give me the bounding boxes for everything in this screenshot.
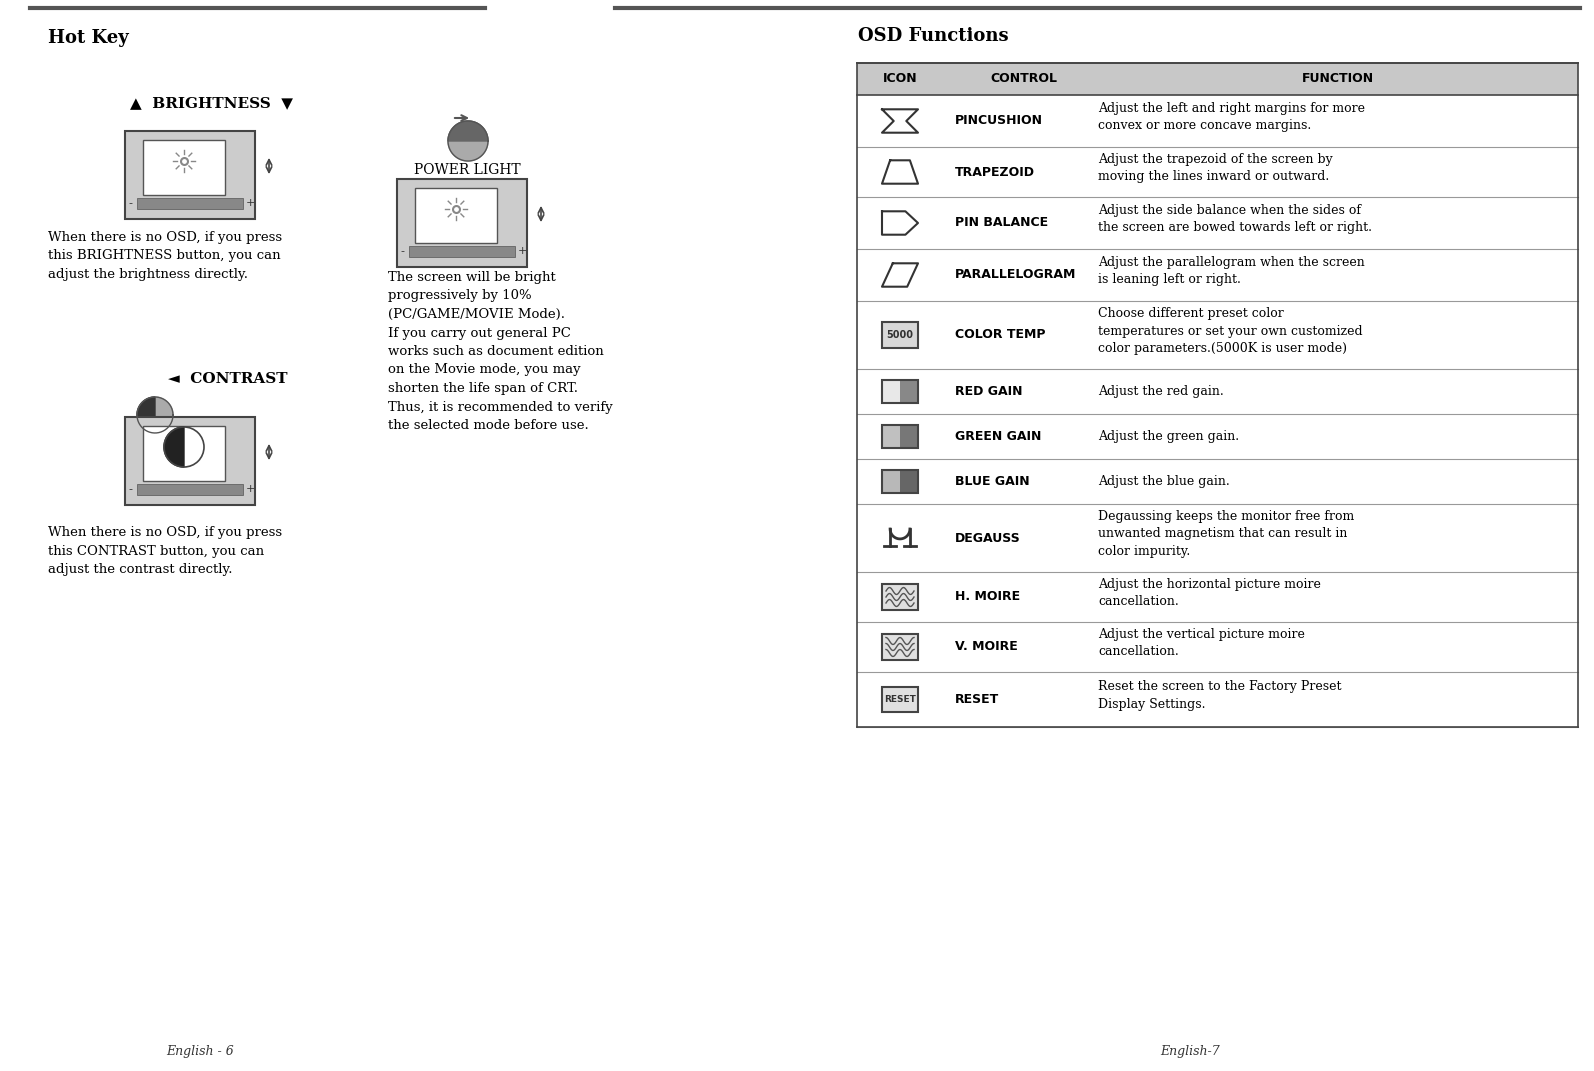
Text: Adjust the blue gain.: Adjust the blue gain. (1098, 476, 1229, 488)
Text: Adjust the horizontal picture moire
cancellation.: Adjust the horizontal picture moire canc… (1098, 577, 1321, 608)
Bar (410, 246, 515, 257)
Bar (858, 95, 1578, 147)
Text: Hot Key: Hot Key (48, 29, 129, 47)
Text: -: - (400, 246, 403, 256)
Text: -: - (128, 198, 132, 209)
Bar (858, 147, 1578, 197)
Bar (901, 380, 918, 403)
Text: POWER LIGHT: POWER LIGHT (414, 163, 520, 177)
Bar (397, 179, 528, 267)
Bar (858, 672, 1578, 727)
Bar (881, 687, 918, 712)
Polygon shape (448, 121, 488, 161)
Bar (858, 459, 1578, 504)
Text: GREEN GAIN: GREEN GAIN (955, 429, 1041, 443)
Text: V. MOIRE: V. MOIRE (955, 640, 1017, 653)
Bar (124, 417, 255, 506)
Bar (858, 197, 1578, 248)
Bar (124, 131, 255, 218)
Text: Degaussing keeps the monitor free from
unwanted magnetism that can result in
col: Degaussing keeps the monitor free from u… (1098, 510, 1355, 558)
Text: PIN BALANCE: PIN BALANCE (955, 216, 1049, 229)
Text: +: + (518, 246, 526, 256)
Text: English-7: English-7 (1160, 1044, 1219, 1057)
Text: CONTROL: CONTROL (990, 73, 1057, 86)
Text: When there is no OSD, if you press
this BRIGHTNESS button, you can
adjust the br: When there is no OSD, if you press this … (48, 231, 282, 281)
Text: RESET: RESET (885, 695, 917, 704)
Bar (881, 470, 918, 494)
Text: PINCUSHION: PINCUSHION (955, 115, 1042, 127)
Text: OSD Functions: OSD Functions (858, 27, 1009, 45)
Text: PARALLELOGRAM: PARALLELOGRAM (955, 269, 1076, 282)
Bar (137, 198, 242, 209)
Text: 5000: 5000 (886, 330, 913, 340)
Bar (901, 470, 918, 494)
Text: +: + (245, 198, 255, 209)
Text: Adjust the green gain.: Adjust the green gain. (1098, 429, 1239, 443)
Polygon shape (137, 397, 174, 433)
Text: +: + (245, 484, 255, 495)
Bar (881, 425, 918, 448)
Text: English - 6: English - 6 (166, 1044, 234, 1057)
Bar (858, 572, 1578, 622)
Bar (137, 484, 242, 495)
Bar (881, 322, 918, 348)
Text: -: - (128, 484, 132, 495)
Text: RESET: RESET (955, 693, 999, 706)
Text: Adjust the trapezoid of the screen by
moving the lines inward or outward.: Adjust the trapezoid of the screen by mo… (1098, 153, 1333, 183)
Bar (901, 425, 918, 448)
Bar (414, 187, 497, 242)
Polygon shape (137, 397, 155, 433)
Text: Adjust the red gain.: Adjust the red gain. (1098, 384, 1224, 398)
Text: ◄  CONTRAST: ◄ CONTRAST (167, 372, 287, 386)
Bar (858, 301, 1578, 369)
Text: ICON: ICON (883, 73, 917, 86)
Bar (858, 369, 1578, 414)
Bar (881, 380, 918, 403)
Polygon shape (448, 121, 488, 141)
Bar (143, 139, 225, 195)
Bar (881, 470, 918, 494)
Text: When there is no OSD, if you press
this CONTRAST button, you can
adjust the cont: When there is no OSD, if you press this … (48, 526, 282, 576)
Text: Adjust the side balance when the sides of
the screen are bowed towards left or r: Adjust the side balance when the sides o… (1098, 203, 1372, 235)
Text: COLOR TEMP: COLOR TEMP (955, 329, 1046, 342)
Text: Choose different preset color
temperatures or set your own customized
color para: Choose different preset color temperatur… (1098, 307, 1363, 355)
Text: TRAPEZOID: TRAPEZOID (955, 166, 1035, 179)
Bar (858, 414, 1578, 459)
Text: DEGAUSS: DEGAUSS (955, 531, 1020, 544)
Text: Adjust the vertical picture moire
cancellation.: Adjust the vertical picture moire cancel… (1098, 628, 1305, 659)
Text: H. MOIRE: H. MOIRE (955, 590, 1020, 603)
Text: ▲  BRIGHTNESS  ▼: ▲ BRIGHTNESS ▼ (131, 96, 293, 110)
Text: Adjust the left and right margins for more
convex or more concave margins.: Adjust the left and right margins for mo… (1098, 102, 1364, 132)
Bar (858, 63, 1578, 95)
Bar (881, 634, 918, 660)
Bar (881, 380, 918, 403)
Text: FUNCTION: FUNCTION (1302, 73, 1374, 86)
Bar (858, 248, 1578, 301)
Bar (881, 585, 918, 609)
Text: BLUE GAIN: BLUE GAIN (955, 476, 1030, 488)
Text: Adjust the parallelogram when the screen
is leaning left or right.: Adjust the parallelogram when the screen… (1098, 256, 1364, 286)
Bar (858, 504, 1578, 572)
Bar (143, 425, 225, 481)
Bar (858, 622, 1578, 672)
Text: The screen will be bright
progressively by 10%
(PC/GAME/MOVIE Mode).
If you carr: The screen will be bright progressively … (387, 271, 612, 432)
Text: RED GAIN: RED GAIN (955, 384, 1022, 398)
Bar (881, 425, 918, 448)
Text: Reset the screen to the Factory Preset
Display Settings.: Reset the screen to the Factory Preset D… (1098, 680, 1342, 711)
Polygon shape (164, 427, 183, 467)
